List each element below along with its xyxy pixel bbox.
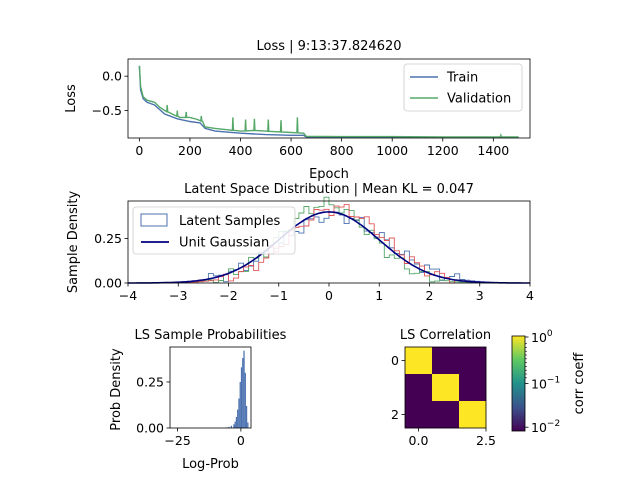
colorbar-tick-exponent: −1 [547,376,560,386]
colorbar-tick-label: 10−1 [531,376,560,392]
prob-hist-bar [234,421,236,428]
corr-title: LS Correlation [400,328,491,343]
corr-cell [432,401,460,429]
latent-ytick-label: 0.00 [94,276,122,291]
corr-cell [405,374,433,402]
prob-hist-bar [240,367,243,428]
corr-cell [432,347,460,375]
loss-xtick-label: 600 [279,143,303,158]
colorbar-label: corr coeff [572,352,587,415]
corr-xtick-label: 2.5 [476,433,496,448]
prob-hist-bar [243,350,245,428]
prob-xtick-label: −25 [164,433,190,448]
loss-ytick-label: 0.0 [102,69,122,84]
latent-title: Latent Space Distribution | Mean KL = 0.… [184,182,474,197]
prob-hist-bar [230,425,233,428]
latent-unit-gaussian-curve [128,211,530,284]
loss-ytick-label: −0.5 [92,103,122,118]
latent-xtick-label: −1 [270,288,288,303]
latent-legend-swatch-samples [140,213,168,227]
latent-ytick-label: 0.25 [94,231,122,246]
colorbar-tick-exponent: −2 [547,419,560,429]
latent-ylabel: Sample Density [66,191,81,294]
loss-legend-box [403,63,523,112]
loss-ylabel: Loss [64,84,79,113]
prob-hist-bar [239,381,241,428]
latent-hist-series-1 [167,196,491,284]
loss-series-validation [138,65,519,138]
colorbar-tick-exponent: 0 [547,329,553,339]
corr-cell [459,374,487,402]
prob-hist-bar [233,424,235,428]
latent-hist-series-0 [167,211,491,283]
corr-cell [459,401,487,429]
prob-hist-bar [228,426,230,428]
prob-hist-bar [237,409,239,428]
latent-legend-label: Latent Samples [179,214,281,229]
prob-ytick-label: 0.25 [136,374,164,389]
corr-cell [459,347,487,375]
loss-title: Loss | 9:13:37.824620 [256,39,401,54]
corr-cell [405,347,433,375]
prob-xtick-label: 0 [237,433,245,448]
colorbar-tick-label: 100 [531,329,553,345]
prob-hist-bar [242,358,244,428]
loss-xlabel: Epoch [309,167,349,182]
prob-hist-bar [235,416,238,428]
corr-cell [405,401,433,429]
corr-axes-frame [404,346,487,429]
latent-xtick-label: 3 [476,288,484,303]
latent-legend-box [132,206,296,255]
prob-hist-bar [247,422,249,428]
loss-xtick-label: 800 [330,143,354,158]
corr-cell [432,374,460,402]
latent-xtick-label: 1 [375,288,383,303]
colorbar-tick-label: 10−2 [531,419,560,435]
loss-legend-label: Validation [447,92,511,107]
prob-ylabel: Prob Density [109,348,124,431]
latent-legend-label: Unit Gaussian [179,236,269,251]
prob-title: LS Sample Probabilities [135,328,287,343]
prob-hist-bar [245,405,248,428]
latent-xtick-label: 2 [426,288,434,303]
colorbar [511,335,526,432]
prob-axes-frame [169,346,252,429]
loss-xtick-label: 1000 [376,143,408,158]
latent-xtick-label: −4 [119,288,137,303]
prob-hist-bar [238,398,240,428]
loss-xtick-label: 400 [229,143,253,158]
loss-xtick-label: 1200 [427,143,459,158]
loss-xtick-label: 200 [178,143,202,158]
corr-ytick-label: 0 [391,353,399,368]
prob-xlabel: Log-Prob [182,457,239,472]
prob-ytick-label: 0.00 [136,421,164,436]
loss-xtick-label: 1400 [477,143,509,158]
latent-xtick-label: −2 [219,288,237,303]
latent-xtick-label: 0 [325,288,333,303]
loss-xtick-label: 0 [135,143,143,158]
corr-xtick-label: 0.0 [409,433,429,448]
latent-xtick-label: 4 [526,288,534,303]
latent-xtick-label: −3 [169,288,187,303]
corr-ytick-label: 2 [391,407,399,422]
loss-axes-frame [127,58,531,139]
prob-hist-bar [244,372,246,428]
loss-legend-label: Train [446,71,478,86]
